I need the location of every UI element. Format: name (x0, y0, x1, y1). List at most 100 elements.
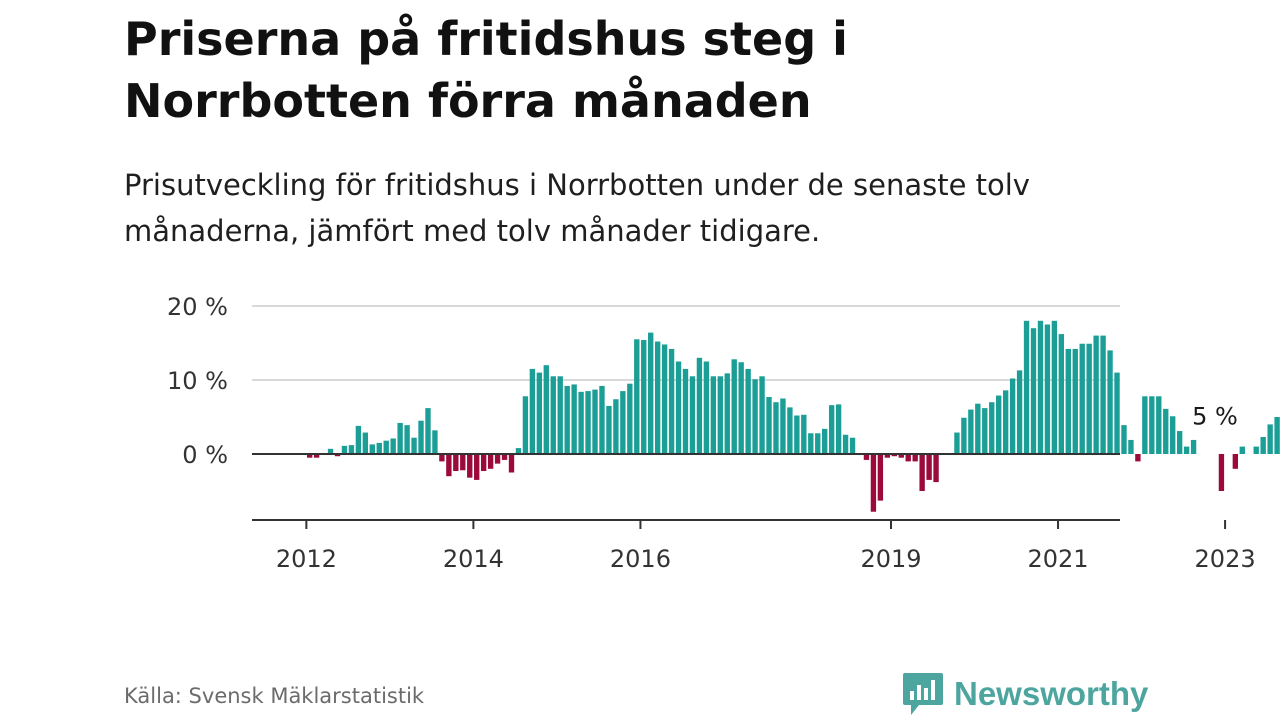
bar-positive (376, 442, 382, 454)
bar-positive (599, 385, 605, 454)
bar-positive (1051, 320, 1058, 454)
bar-positive (1016, 370, 1023, 454)
bar-positive (536, 372, 543, 454)
bar-positive (696, 357, 703, 454)
bar-positive (1260, 436, 1266, 454)
bar-negative (919, 454, 925, 491)
bar-positive (550, 376, 556, 454)
bar-positive (1093, 335, 1099, 454)
bar-positive (1058, 334, 1065, 454)
bar-negative (884, 454, 891, 458)
bar-positive (327, 448, 334, 454)
bar-positive (571, 384, 577, 454)
bar-positive (752, 379, 758, 454)
bar-negative (467, 454, 473, 478)
bar-positive (780, 398, 786, 454)
value-annotation: 5 % (1192, 403, 1238, 431)
bar-negative (898, 454, 904, 458)
bar-negative (1135, 454, 1141, 462)
bar-positive (815, 433, 821, 454)
newsworthy-logo[interactable]: Newsworthy (902, 670, 1148, 718)
bar-positive (613, 399, 619, 454)
source-note: Källa: Svensk Mäklarstatistik (124, 684, 425, 708)
bar-positive (731, 359, 737, 454)
bar-positive (689, 376, 696, 454)
bar-negative (912, 454, 918, 462)
bar-positive (1107, 350, 1113, 454)
bar-positive (411, 437, 417, 454)
bar-positive (1156, 396, 1162, 454)
bar-positive (383, 440, 389, 454)
bar-negative (453, 454, 459, 472)
bar-positive (1274, 417, 1280, 454)
bars (306, 320, 1280, 512)
bar-positive (849, 437, 856, 454)
bar-positive (682, 368, 689, 454)
bar-negative (446, 454, 452, 477)
bar-positive (1142, 396, 1148, 454)
bar-negative (926, 454, 932, 480)
bar-positive (989, 402, 995, 454)
bar-positive (1065, 348, 1071, 454)
bar-positive (627, 383, 633, 454)
bar-positive (738, 362, 744, 454)
x-tick-label: 2023 (1195, 545, 1256, 573)
bar-positive (529, 368, 536, 454)
bar-positive (1037, 320, 1044, 454)
y-tick-label: 10 % (167, 367, 228, 395)
bar-positive (954, 432, 960, 454)
bar-positive (585, 391, 591, 454)
bar-negative (877, 454, 884, 501)
bar-positive (842, 434, 849, 454)
bar-positive (661, 344, 668, 454)
bar-negative (460, 454, 466, 471)
bar-positive (620, 391, 626, 454)
bar-positive (522, 396, 529, 454)
bar-positive (592, 389, 598, 454)
bar-positive (1114, 372, 1120, 454)
bar-positive (543, 365, 549, 454)
bar-positive (418, 420, 424, 454)
x-tick-label: 2016 (610, 545, 671, 573)
bar-negative (508, 454, 515, 473)
bar-positive (1170, 416, 1176, 454)
bar-positive (1239, 446, 1245, 454)
bar-positive (1023, 320, 1030, 454)
x-tick-label: 2019 (860, 545, 921, 573)
bar-positive (1128, 439, 1134, 454)
newsworthy-bars-icon (903, 673, 943, 715)
bar-positive (1002, 390, 1009, 454)
x-tick-label: 2014 (443, 545, 504, 573)
bar-positive (808, 433, 814, 454)
chart-title: Priserna på fritidshus steg i Norrbotten… (124, 12, 848, 128)
bar-positive (515, 448, 522, 454)
bar-positive (961, 417, 967, 454)
bar-positive (801, 414, 807, 454)
y-tick-label: 20 % (167, 293, 228, 321)
bar-negative (863, 454, 870, 460)
bar-positive (578, 391, 584, 454)
axes (252, 453, 1227, 529)
bar-positive (641, 340, 647, 454)
bar-positive (648, 332, 654, 454)
bar-positive (717, 376, 723, 454)
bar-positive (1044, 324, 1051, 454)
bar-positive (1149, 396, 1155, 454)
bar-negative (306, 454, 313, 458)
x-tick-label: 2021 (1028, 545, 1089, 573)
bar-positive (766, 397, 772, 454)
bar-positive (968, 409, 974, 454)
bar-positive (606, 405, 612, 454)
bar-negative (313, 454, 320, 458)
bar-negative (494, 454, 501, 464)
bar-positive (564, 385, 570, 454)
bar-positive (425, 408, 431, 454)
bar-positive (355, 425, 362, 454)
bar-positive (341, 445, 348, 454)
bar-positive (1030, 328, 1037, 454)
bar-positive (668, 348, 675, 454)
bar-positive (794, 415, 800, 454)
bar-positive (1190, 439, 1197, 454)
bar-positive (773, 402, 779, 454)
